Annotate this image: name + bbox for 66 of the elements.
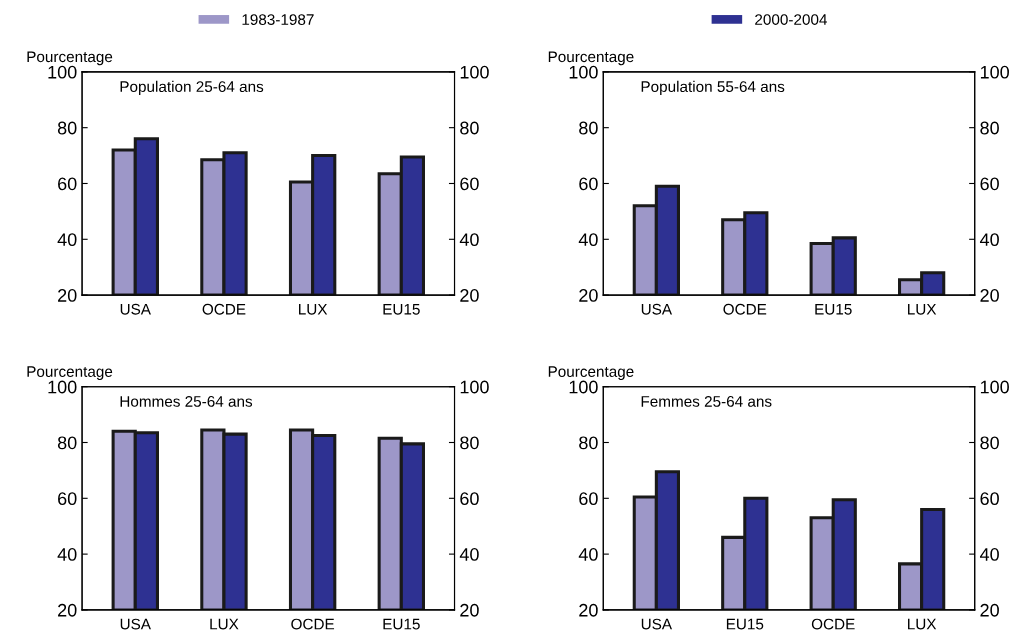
y-axis-title: Pourcentage bbox=[548, 51, 634, 66]
y2-tick-label: 80 bbox=[980, 121, 999, 135]
text: Population 55-64 ans bbox=[641, 80, 785, 96]
legend-label: 2000-2004 bbox=[755, 14, 827, 25]
y-tick-label: 80 bbox=[579, 121, 598, 135]
x-tick-label: USA bbox=[641, 303, 673, 315]
chart-title: Femmes 25-64 ans bbox=[641, 396, 772, 407]
y-tick-label: 20 bbox=[579, 289, 598, 302]
x-tick-label: EU15 bbox=[383, 304, 420, 315]
y-tick-label: 100 bbox=[569, 65, 598, 79]
y2-tick-label: 60 bbox=[460, 177, 479, 191]
y-tick-label: 60 bbox=[579, 177, 598, 191]
y-tick-label: 40 bbox=[57, 548, 77, 561]
x-tick-label: LUX bbox=[299, 304, 328, 315]
y2-tick-label: 100 bbox=[980, 380, 1009, 394]
y2-tick-label: 100 bbox=[460, 380, 489, 394]
y-axis-title: Pourcentage bbox=[27, 51, 113, 66]
y-tick-label: 80 bbox=[57, 121, 77, 135]
y2-tick-label: 80 bbox=[460, 436, 479, 450]
y2-tick-label: 40 bbox=[459, 548, 479, 561]
x-tick-label: EU15 bbox=[726, 618, 764, 630]
x-tick-label: OCDE bbox=[202, 303, 246, 315]
text: Population 25-64 ans bbox=[120, 80, 264, 96]
y-tick-label: 40 bbox=[578, 233, 598, 247]
y-tick-label: 20 bbox=[58, 603, 77, 617]
chart-title: Hommes 25-64 ans bbox=[120, 396, 253, 407]
x-tick-label: OCDE bbox=[811, 618, 855, 630]
x-tick-label: USA bbox=[641, 618, 673, 630]
y2-tick-label: 20 bbox=[460, 289, 479, 302]
y2-tick-label: 20 bbox=[460, 603, 479, 617]
y2-tick-label: 20 bbox=[980, 289, 999, 302]
y-tick-label: 20 bbox=[58, 289, 77, 302]
y-axis-title: Pourcentage bbox=[27, 366, 113, 380]
y2-tick-label: 100 bbox=[980, 65, 1009, 79]
legend-label: 1983-1987 bbox=[242, 14, 314, 25]
x-tick-label: EU15 bbox=[383, 618, 420, 630]
x-tick-label: LUX bbox=[908, 618, 937, 630]
y2-tick-label: 100 bbox=[460, 65, 489, 79]
x-tick-label: EU15 bbox=[815, 304, 852, 315]
y-axis-title: Pourcentage bbox=[548, 366, 634, 380]
x-tick-label: LUX bbox=[210, 618, 239, 630]
y-tick-label: 60 bbox=[58, 177, 77, 191]
y-tick-label: 20 bbox=[579, 603, 598, 617]
y-tick-label: 80 bbox=[579, 436, 598, 450]
y-tick-label: 60 bbox=[579, 492, 598, 506]
x-tick-label: LUX bbox=[908, 304, 937, 315]
y2-tick-label: 60 bbox=[980, 492, 999, 506]
y2-tick-label: 40 bbox=[979, 548, 999, 561]
y-tick-label: 80 bbox=[57, 436, 77, 450]
y-tick-label: 100 bbox=[569, 380, 598, 394]
x-tick-label: OCDE bbox=[723, 303, 767, 315]
x-tick-label: USA bbox=[120, 618, 151, 630]
y2-tick-label: 20 bbox=[980, 603, 999, 617]
y2-tick-label: 60 bbox=[980, 177, 999, 191]
x-tick-label: USA bbox=[120, 303, 151, 315]
y2-tick-label: 80 bbox=[460, 121, 479, 135]
y-tick-label: 60 bbox=[58, 492, 77, 506]
y-tick-label: 100 bbox=[48, 380, 77, 394]
y-tick-label: 40 bbox=[57, 233, 77, 247]
y2-tick-label: 40 bbox=[979, 233, 999, 247]
y2-tick-label: 40 bbox=[459, 233, 479, 247]
x-tick-label: OCDE bbox=[291, 618, 335, 630]
y2-tick-label: 60 bbox=[460, 492, 479, 506]
y-tick-label: 100 bbox=[48, 65, 77, 79]
y2-tick-label: 80 bbox=[980, 436, 999, 450]
y-tick-label: 40 bbox=[578, 548, 598, 561]
